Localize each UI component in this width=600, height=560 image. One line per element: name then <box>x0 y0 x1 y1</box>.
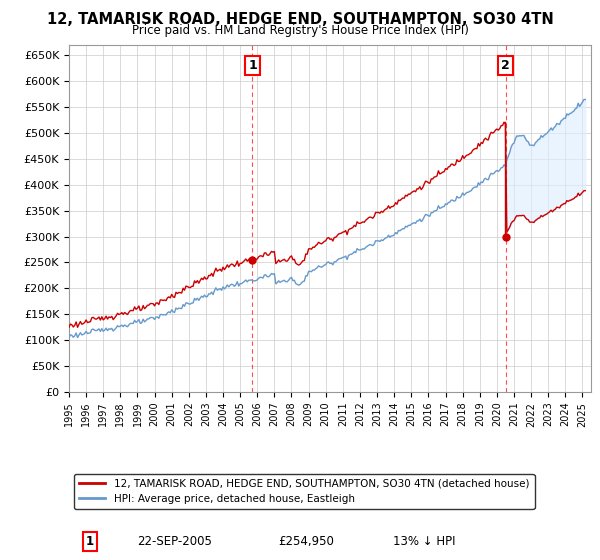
Text: 12, TAMARISK ROAD, HEDGE END, SOUTHAMPTON, SO30 4TN: 12, TAMARISK ROAD, HEDGE END, SOUTHAMPTO… <box>47 12 553 27</box>
Text: 2: 2 <box>502 59 510 72</box>
Text: £254,950: £254,950 <box>278 535 334 548</box>
Legend: 12, TAMARISK ROAD, HEDGE END, SOUTHAMPTON, SO30 4TN (detached house), HPI: Avera: 12, TAMARISK ROAD, HEDGE END, SOUTHAMPTO… <box>74 474 535 509</box>
Text: Price paid vs. HM Land Registry's House Price Index (HPI): Price paid vs. HM Land Registry's House … <box>131 24 469 37</box>
Text: 1: 1 <box>86 535 94 548</box>
Text: 13% ↓ HPI: 13% ↓ HPI <box>392 535 455 548</box>
Text: 22-SEP-2005: 22-SEP-2005 <box>137 535 212 548</box>
Text: 1: 1 <box>248 59 257 72</box>
